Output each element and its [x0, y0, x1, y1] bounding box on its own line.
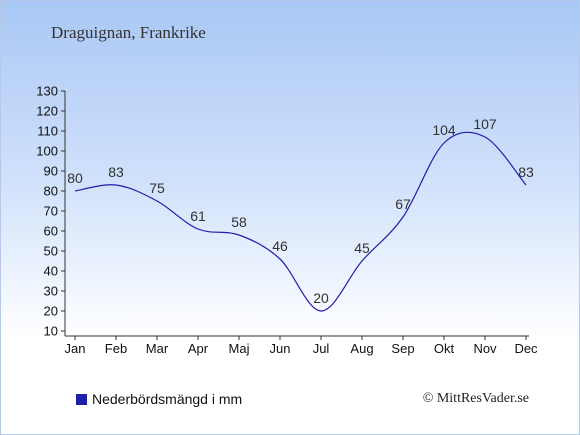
y-tick-label: 130	[36, 84, 58, 99]
x-tick-label: Maj	[229, 341, 250, 356]
data-point	[197, 228, 199, 230]
data-label: 80	[67, 170, 83, 186]
x-tick-label: Dec	[514, 341, 538, 356]
data-label: 75	[149, 180, 165, 196]
x-tick-label: Jun	[270, 341, 291, 356]
x-tick-label: Apr	[188, 341, 209, 356]
data-point	[115, 184, 117, 186]
series-line	[74, 131, 527, 312]
data-label: 45	[354, 240, 370, 256]
data-point	[525, 184, 527, 186]
chart-title: Draguignan, Frankrike	[51, 23, 206, 42]
data-point	[238, 234, 240, 236]
data-label: 58	[231, 214, 247, 230]
legend-swatch	[76, 393, 87, 405]
data-label: 83	[518, 164, 534, 180]
data-label: 107	[473, 116, 497, 132]
data-point	[402, 216, 404, 218]
data-point	[484, 136, 486, 138]
x-tick-label: Okt	[434, 341, 455, 356]
y-tick-label: 40	[44, 264, 58, 279]
y-tick-label: 80	[44, 184, 58, 199]
data-point	[320, 310, 322, 312]
y-tick-label: 20	[44, 304, 58, 319]
y-tick-label: 30	[44, 284, 58, 299]
data-point	[74, 190, 76, 192]
data-label: 67	[395, 196, 411, 212]
y-tick-label: 70	[44, 204, 58, 219]
data-point	[443, 142, 445, 144]
x-tick-label: Sep	[391, 341, 414, 356]
y-tick-label: 100	[36, 144, 58, 159]
data-label: 104	[432, 122, 456, 138]
x-tick-label: Mar	[146, 341, 169, 356]
y-tick-label: 50	[44, 244, 58, 259]
legend: Nederbördsmängd i mm	[76, 391, 242, 407]
data-point	[279, 258, 281, 260]
data-label: 20	[313, 290, 329, 306]
data-point	[361, 260, 363, 262]
y-tick-label: 60	[44, 224, 58, 239]
credit-text: © MittResVader.se	[422, 391, 529, 406]
y-tick-label: 10	[44, 324, 58, 339]
x-tick-label: Feb	[105, 341, 127, 356]
data-label: 46	[272, 238, 288, 254]
data-label: 83	[108, 164, 124, 180]
data-point	[156, 200, 158, 202]
data-label: 61	[190, 208, 206, 224]
x-tick-label: Aug	[350, 341, 373, 356]
legend-label: Nederbördsmängd i mm	[92, 391, 243, 407]
y-tick-label: 90	[44, 164, 58, 179]
y-tick-label: 120	[36, 104, 58, 119]
x-tick-label: Jul	[313, 341, 330, 356]
x-tick-label: Jan	[65, 341, 86, 356]
y-tick-label: 110	[37, 124, 58, 139]
x-tick-label: Nov	[473, 341, 497, 356]
